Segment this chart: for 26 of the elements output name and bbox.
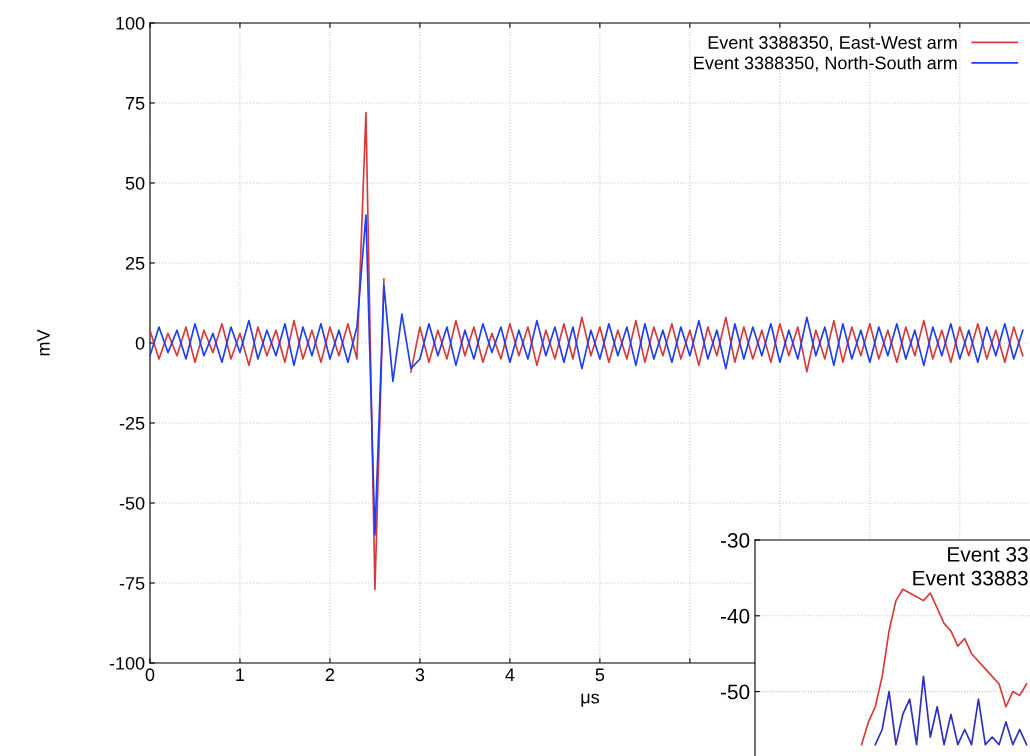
y-tick-label: -40 xyxy=(720,608,750,624)
y-tick-label: 50 xyxy=(125,176,145,190)
y-tick-label: 25 xyxy=(125,256,145,270)
y-tick-label: -75 xyxy=(119,577,145,590)
annotation: Event 33 xyxy=(948,547,1028,562)
y-tick-label: 100 xyxy=(116,16,145,30)
y-tick-label: 75 xyxy=(125,97,145,110)
y-axis-title: mV xyxy=(37,329,50,356)
legend-label: Event 3388350, North-South arm xyxy=(694,56,957,72)
line-series xyxy=(874,675,1028,746)
y-tick-label: -50 xyxy=(119,496,145,510)
x-tick-label: 1 xyxy=(236,668,245,681)
x-tick-label: 4 xyxy=(505,668,515,681)
line-series xyxy=(860,588,1028,746)
x-tick-label: 2 xyxy=(325,668,335,681)
y-tick-label: -30 xyxy=(720,533,750,548)
y-tick-label: 0 xyxy=(135,336,145,350)
x-tick-label: 3 xyxy=(415,668,425,682)
x-tick-label: 0 xyxy=(145,668,155,682)
legend-label: Event 3388350, East-West arm xyxy=(708,36,957,52)
x-axis-title: μs xyxy=(581,693,600,707)
annotation: Event 33883 xyxy=(913,570,1028,586)
y-tick-label: -50 xyxy=(720,684,750,700)
y-tick-label: -25 xyxy=(119,416,145,430)
y-tick-label: -100 xyxy=(109,656,145,670)
x-tick-label: 5 xyxy=(595,668,605,682)
